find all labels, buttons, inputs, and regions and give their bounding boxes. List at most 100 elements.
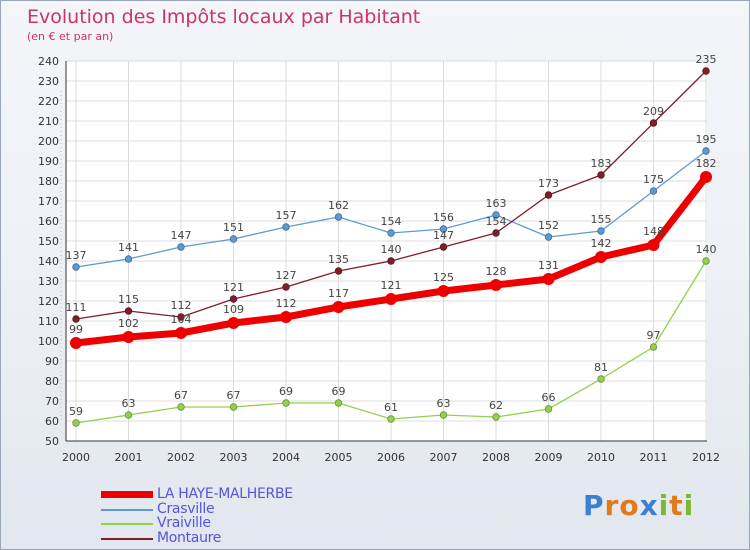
y-tick-label: 210: [38, 115, 59, 128]
y-tick-label: 200: [38, 135, 59, 148]
data-label: 69: [279, 385, 293, 398]
data-point: [122, 331, 135, 343]
data-point: [649, 119, 658, 127]
legend-swatch: [101, 491, 153, 498]
data-point: [702, 147, 710, 155]
data-point: [544, 191, 553, 199]
data-point: [597, 375, 605, 383]
data-label: 157: [276, 209, 297, 222]
legend-label: Montaure: [157, 529, 222, 546]
y-tick-label: 120: [38, 295, 59, 308]
data-point: [544, 405, 553, 413]
x-tick-label: 2007: [430, 451, 458, 464]
x-tick-label: 2005: [325, 451, 353, 464]
legend-swatch: [101, 523, 153, 525]
data-point: [439, 411, 448, 419]
data-point: [177, 313, 185, 321]
y-tick-label: 240: [38, 55, 59, 68]
data-label: 156: [433, 211, 454, 224]
data-point: [282, 223, 290, 231]
data-point: [282, 283, 290, 291]
x-tick-label: 2002: [167, 451, 195, 464]
data-label: 81: [594, 361, 608, 374]
x-tick-label: 2000: [62, 451, 90, 464]
data-label: 104: [171, 313, 192, 326]
data-label: 127: [276, 269, 297, 282]
data-point: [229, 295, 238, 303]
data-point: [387, 415, 395, 423]
y-tick-label: 50: [45, 435, 59, 448]
y-tick-label: 140: [38, 255, 59, 268]
proxiti-logo: Proxiti: [583, 489, 694, 522]
data-point: [124, 411, 133, 419]
y-tick-label: 180: [38, 175, 59, 188]
legend-label: Vraiville: [157, 515, 211, 531]
y-tick-label: 170: [38, 195, 59, 208]
data-point: [334, 267, 343, 275]
data-point: [700, 171, 712, 183]
data-point: [124, 255, 133, 263]
x-tick-label: 2004: [272, 451, 300, 464]
data-point: [702, 257, 710, 265]
x-tick-label: 2011: [640, 451, 668, 464]
data-point: [229, 235, 238, 243]
data-point: [387, 257, 395, 265]
data-point: [597, 227, 605, 235]
data-label: 175: [643, 173, 664, 186]
data-point: [70, 337, 82, 349]
y-tick-label: 190: [38, 155, 59, 168]
logo-letter: x: [639, 489, 659, 522]
y-tick-label: 150: [38, 235, 59, 248]
data-label: 137: [66, 249, 87, 262]
data-point: [385, 293, 397, 305]
logo-letter: P: [583, 489, 605, 522]
data-point: [72, 315, 80, 323]
data-label: 66: [542, 391, 556, 404]
data-label: 154: [486, 215, 507, 228]
data-point: [72, 263, 80, 271]
chart-subtitle: (en € et par an): [27, 30, 114, 43]
data-label: 195: [696, 133, 717, 146]
x-tick-label: 2006: [377, 451, 405, 464]
data-label: 63: [437, 397, 451, 410]
data-point: [124, 307, 133, 315]
data-label: 131: [538, 259, 559, 272]
logo-letter: i: [683, 489, 695, 522]
data-point: [175, 327, 187, 339]
legend-swatch: [101, 508, 153, 511]
data-label: 235: [696, 53, 717, 66]
data-label: 102: [118, 317, 139, 330]
data-label: 69: [332, 385, 346, 398]
data-point: [334, 399, 343, 407]
x-tick-label: 2012: [692, 451, 720, 464]
y-tick-label: 110: [38, 315, 59, 328]
data-point: [439, 243, 448, 251]
data-label: 183: [591, 157, 612, 170]
data-label: 147: [433, 229, 454, 242]
data-point: [702, 67, 710, 75]
logo-letter: o: [619, 489, 640, 522]
data-label: 147: [171, 229, 192, 242]
legend-swatch: [101, 537, 153, 540]
y-tick-label: 100: [38, 335, 59, 348]
data-point: [334, 213, 343, 221]
x-tick-label: 2008: [482, 451, 510, 464]
data-label: 125: [433, 271, 454, 284]
y-tick-label: 80: [45, 375, 59, 388]
data-label: 182: [696, 157, 717, 170]
data-label: 117: [328, 287, 349, 300]
data-label: 61: [384, 401, 398, 414]
data-point: [490, 279, 502, 291]
data-label: 121: [381, 279, 402, 292]
x-tick-label: 2001: [115, 451, 143, 464]
data-label: 99: [69, 323, 83, 336]
y-tick-label: 230: [38, 75, 59, 88]
logo-letter: r: [604, 489, 620, 522]
data-point: [492, 211, 500, 219]
data-label: 173: [538, 177, 559, 190]
data-point: [542, 273, 555, 285]
data-point: [177, 403, 185, 411]
data-label: 152: [538, 219, 559, 232]
data-point: [597, 171, 605, 179]
